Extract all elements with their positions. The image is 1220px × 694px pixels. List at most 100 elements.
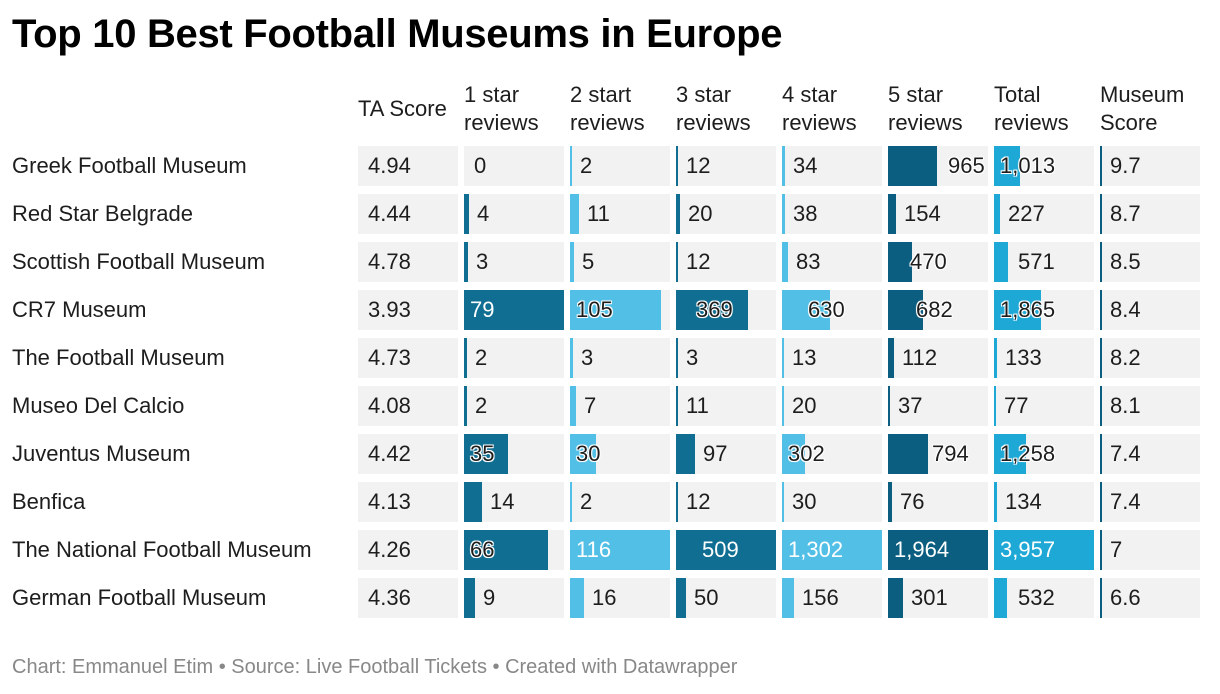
bar-s5 <box>888 434 928 474</box>
cell-total: 1,013 <box>994 146 1094 186</box>
value-s4: 1,302 <box>788 537 844 562</box>
value-total: 571 <box>1018 249 1055 274</box>
bar-s4 <box>782 386 784 426</box>
value-ta: 4.08 <box>368 393 411 418</box>
bar-s3 <box>676 578 686 618</box>
cell-s3: 369 <box>676 290 776 330</box>
column-header-line: Total <box>994 82 1041 107</box>
value-s5: 112 <box>902 345 938 370</box>
bar-s5 <box>888 194 896 234</box>
value-s4: 302 <box>788 441 825 466</box>
row-label: The Football Museum <box>12 345 225 370</box>
bar-ms <box>1100 434 1102 474</box>
cell-s5: 37 <box>888 386 988 426</box>
value-ms: 7.4 <box>1110 489 1141 514</box>
column-header-line: 5 star <box>888 82 944 107</box>
cell-ms: 7.4 <box>1100 482 1200 522</box>
cell-s1: 9 <box>464 578 564 618</box>
value-ta: 4.36 <box>368 585 411 610</box>
column-header-line: 1 star <box>464 82 520 107</box>
bar-s2 <box>570 578 584 618</box>
bar-s4 <box>782 482 784 522</box>
value-total: 532 <box>1018 585 1055 610</box>
value-s3: 12 <box>686 153 711 178</box>
bar-s2 <box>570 386 576 426</box>
value-total: 1,013 <box>1000 153 1056 178</box>
cell-total: 77 <box>994 386 1094 426</box>
column-header-line: 4 star <box>782 82 838 107</box>
row-label: Scottish Football Museum <box>12 249 266 274</box>
cell-s1: 0 <box>464 146 564 186</box>
cell-s5: 470 <box>888 242 988 282</box>
cell-s3: 12 <box>676 146 776 186</box>
cell-s3: 20 <box>676 194 776 234</box>
bar-s5 <box>888 146 937 186</box>
bar-total <box>994 338 997 378</box>
value-total: 1,865 <box>1000 297 1056 322</box>
value-total: 77 <box>1004 393 1029 418</box>
column-header-total: Total reviews <box>994 81 1069 137</box>
value-s5: 965 <box>948 153 985 178</box>
bar-s3 <box>676 194 680 234</box>
cell-s5: 76 <box>888 482 988 522</box>
cell-ta: 4.08 <box>358 386 458 426</box>
bar-s5 <box>888 242 912 282</box>
cell-s5: 682 <box>888 290 988 330</box>
cell-total: 571 <box>994 242 1094 282</box>
value-s5: 794 <box>932 441 969 466</box>
cell-s4: 13 <box>782 338 882 378</box>
bar-s4 <box>782 578 794 618</box>
value-s5: 470 <box>910 249 947 274</box>
bar-total <box>994 482 997 522</box>
column-header-line: reviews <box>888 110 963 135</box>
value-s4: 83 <box>796 249 821 274</box>
bar-s1 <box>464 194 469 234</box>
bar-s4 <box>782 434 805 474</box>
column-header-line: reviews <box>464 110 539 135</box>
value-ta: 4.26 <box>368 537 411 562</box>
value-s2: 16 <box>592 585 617 610</box>
value-s1: 0 <box>474 153 487 178</box>
value-s4: 38 <box>793 201 818 226</box>
cell-ta: 4.94 <box>358 146 458 186</box>
bar-s3 <box>676 530 776 570</box>
cell-total: 532 <box>994 578 1094 618</box>
value-s2: 11 <box>587 201 610 226</box>
bar-total <box>994 194 1000 234</box>
value-s2: 2 <box>580 489 593 514</box>
bar-s1 <box>464 338 467 378</box>
cell-s3: 97 <box>676 434 776 474</box>
value-ta: 4.94 <box>368 153 411 178</box>
column-header-line: reviews <box>570 110 645 135</box>
cell-s4: 38 <box>782 194 882 234</box>
cell-ms: 7 <box>1100 530 1200 570</box>
value-s3: 20 <box>688 201 713 226</box>
row-label: Greek Football Museum <box>12 153 247 178</box>
column-header-s1: 1 star reviews <box>464 81 539 137</box>
value-s4: 30 <box>792 489 817 514</box>
cell-s4: 30 <box>782 482 882 522</box>
column-header-line: reviews <box>676 110 751 135</box>
bar-s2 <box>570 242 574 282</box>
column-header-ms: Museum Score <box>1100 81 1184 137</box>
cell-s4: 156 <box>782 578 882 618</box>
row-label: German Football Museum <box>12 585 267 610</box>
bar-s4 <box>782 146 785 186</box>
bar-s2 <box>570 530 670 570</box>
value-s4: 34 <box>793 153 818 178</box>
cell-ms: 8.7 <box>1100 194 1200 234</box>
value-ms: 8.1 <box>1110 393 1141 418</box>
bar-s4 <box>782 530 882 570</box>
bar-ms <box>1100 242 1102 282</box>
cell-s5: 112 <box>888 338 988 378</box>
bar-ms <box>1100 194 1102 234</box>
value-total: 1,258 <box>1000 441 1056 466</box>
bar-s1 <box>464 578 475 618</box>
value-s4: 13 <box>792 345 817 370</box>
cell-s2: 5 <box>570 242 670 282</box>
column-header-line: reviews <box>782 110 857 135</box>
value-ms: 8.4 <box>1110 297 1141 322</box>
bar-ms <box>1100 338 1102 378</box>
value-s4: 20 <box>792 393 817 418</box>
column-header-s4: 4 star reviews <box>782 81 857 137</box>
